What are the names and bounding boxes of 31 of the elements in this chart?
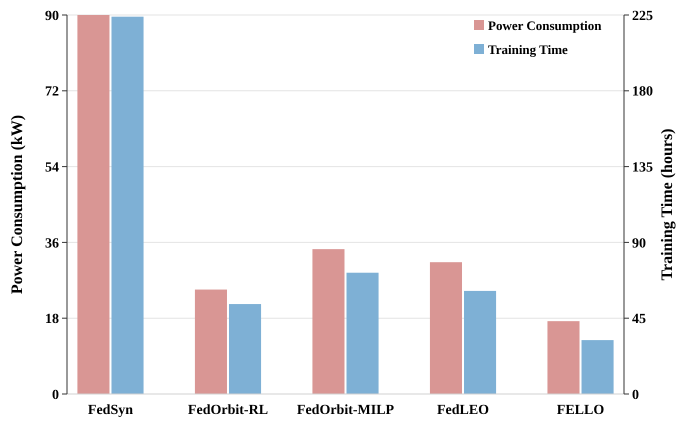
- y-tick-label: 0: [52, 388, 59, 403]
- y-axis-title: Power Consumption (kW): [9, 114, 26, 294]
- bar: [430, 262, 462, 394]
- x-tick-label: FedOrbit-RL: [188, 403, 268, 418]
- bar: [194, 290, 227, 394]
- y2-tick-label: 225: [632, 8, 653, 24]
- y-tick-label: 54: [45, 160, 59, 176]
- y-tick-label: 18: [45, 312, 59, 328]
- x-tick-label: FedSyn: [88, 403, 134, 418]
- y2-tick-label: 0: [632, 388, 639, 403]
- y2-tick-label: 45: [632, 312, 646, 328]
- y2-tick-label: 180: [632, 84, 653, 100]
- y-tick-label: 90: [45, 8, 59, 24]
- legend-label: Power Consumption: [488, 18, 602, 33]
- legend-label: Training Time: [488, 42, 568, 57]
- y-tick-label: 72: [45, 84, 59, 100]
- bar: [228, 304, 262, 394]
- y2-tick-label: 135: [632, 160, 653, 176]
- y2-axis-title: Training Time (hours): [659, 128, 676, 281]
- bar: [464, 290, 496, 394]
- bar: [77, 15, 110, 394]
- bar: [547, 321, 580, 394]
- bar: [312, 249, 344, 394]
- y2-tick-label: 90: [632, 236, 646, 252]
- x-tick-label: FedLEO: [436, 403, 490, 418]
- bar: [346, 272, 379, 394]
- x-tick-label: FELLO: [556, 403, 604, 418]
- bar: [582, 340, 614, 394]
- x-tick-label: FedOrbit-MILP: [296, 403, 395, 418]
- y-tick-label: 36: [45, 236, 59, 252]
- bar: [111, 16, 144, 394]
